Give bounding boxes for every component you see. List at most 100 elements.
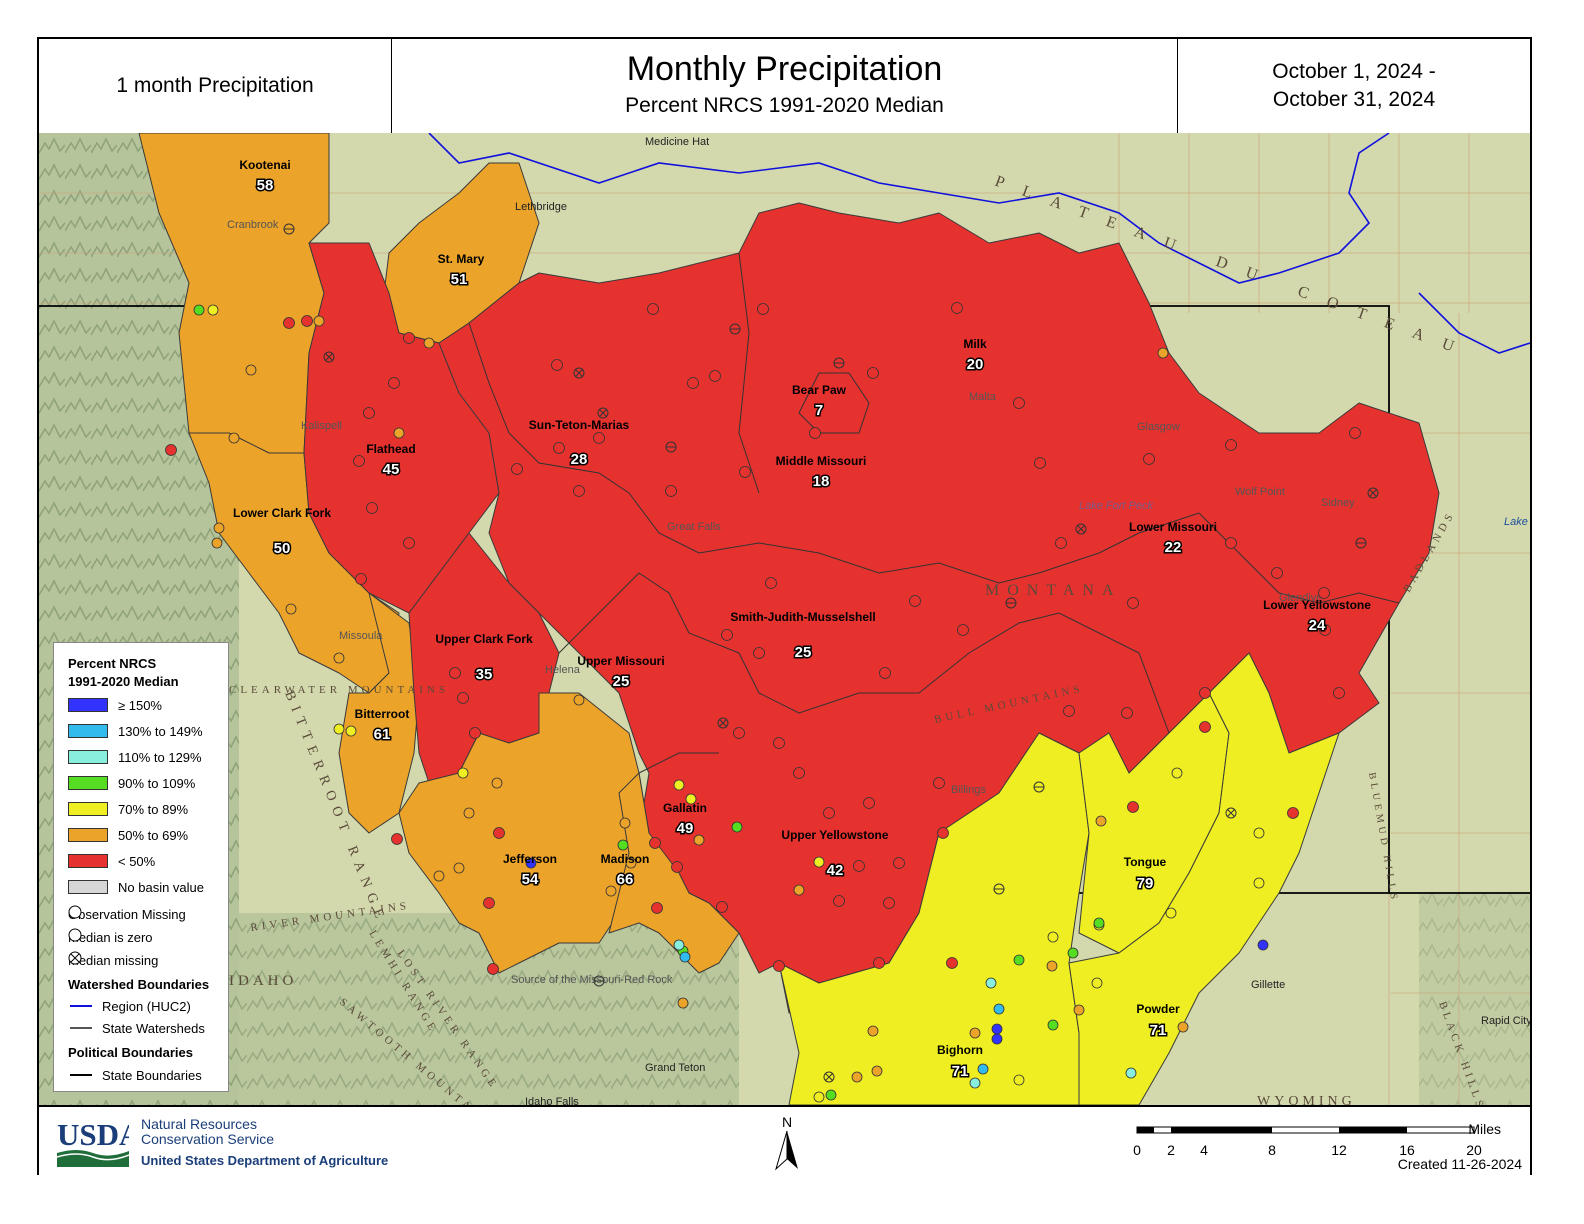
basin-value-label: 58 [257,177,274,194]
station-dot [393,427,405,439]
basin-value-label: 71 [952,1063,969,1080]
station-dot [333,652,345,664]
station-dot [851,1071,863,1083]
station-dot [573,694,585,706]
basin-value-label: 45 [383,461,400,478]
station-dot [1333,687,1345,699]
place-label: Sidney [1321,497,1355,509]
station-dot [487,963,499,975]
station-dot [773,737,785,749]
station-dot [1013,1074,1025,1086]
observation-missing-marker [283,223,295,235]
state-watershed-lines [468,252,1400,774]
station-dot [969,1027,981,1039]
legend-item-90-109: 90% to 109% [68,774,195,792]
mountain-terrain-southeast [1419,893,1530,1105]
basin-poly-madison [608,772,740,974]
station-dot [879,667,891,679]
station-dot [457,767,469,779]
station-dot [1177,1021,1189,1033]
scale-tick: 12 [1331,1142,1347,1158]
station-dot [649,837,661,849]
region-huc2-line [428,133,1530,354]
place-label: Source of the Missouri-Red Rock [511,974,673,986]
station-dot [525,857,537,869]
station-dot [1046,960,1058,972]
station-dot [403,537,415,549]
region-label: WYOMING [1257,1094,1356,1105]
station-dot [283,317,295,329]
station-dot [813,856,825,868]
station-dot [937,827,949,839]
station-dot [391,833,403,845]
station-dot [1318,587,1330,599]
place-label: Billings [951,784,986,796]
legend-label: 130% to 149% [118,723,203,739]
station-dot [1271,567,1283,579]
basin-name-label: Bitterroot [355,707,410,721]
station-dot [985,977,997,989]
department-name: United States Department of Agriculture [141,1153,389,1168]
station-dot [993,1003,1005,1015]
map-subtitle: Percent NRCS 1991-2020 Median [625,94,944,117]
station-dot [977,1063,989,1075]
station-dot [193,304,205,316]
basin-name-label: Tongue [1124,855,1167,869]
basin-name-label: Upper Yellowstone [781,828,888,842]
basin-value-label: 7 [815,402,823,419]
station-dot [867,367,879,379]
station-dot [765,577,777,589]
basin-name-label: Upper Clark Fork [435,632,533,646]
station-dot [773,960,785,972]
station-dot [1257,939,1269,951]
station-dot [511,463,523,475]
legend-political-heading: Political Boundaries [68,1045,193,1060]
station-dot [991,1033,1003,1045]
station-dot [647,303,659,315]
basin-name-label: Lower Missouri [1129,520,1217,534]
observation-missing-marker [1005,597,1017,609]
legend-label: 50% to 69% [118,827,189,843]
legend-label: Observation Missing [68,906,186,922]
precip-period-label: 1 month Precipitation [116,74,314,97]
basin-poly-powder [1068,652,1340,1105]
usda-logo: USDA [57,1117,129,1167]
basin-value-label: 50 [274,540,291,557]
station-dot [1063,705,1075,717]
station-dot [721,629,733,641]
place-label: Lake Sak [1504,516,1530,528]
basin-name-label: Lower Yellowstone [1263,598,1371,612]
station-dot [449,667,461,679]
observation-missing-marker [993,883,1005,895]
basin-name-label: Sun-Teton-Marias [529,418,630,432]
station-dot [423,337,435,349]
legend-item-lt50: < 50% [68,852,155,870]
station-dot [165,444,177,456]
station-dot [551,359,563,371]
station-dot [733,727,745,739]
basin-value-label: 42 [827,862,844,879]
basin-value-label: 35 [476,666,493,683]
station-dot [833,895,845,907]
scale-unit: Miles [1468,1121,1501,1137]
station-dot [1093,917,1105,929]
observation-missing-marker [729,323,741,335]
station-dot [731,821,743,833]
observation-missing-marker [593,975,605,987]
station-dot [1225,537,1237,549]
scale-tick: 16 [1399,1142,1415,1158]
station-dot [853,860,865,872]
station-dot [1125,1067,1137,1079]
basin-name-label: Powder [1136,1002,1180,1016]
station-dot [593,432,605,444]
station-dot [739,466,751,478]
scale-tick: 4 [1200,1142,1208,1158]
median-missing-marker [717,717,729,729]
station-dot [617,839,629,851]
legend-swatch [68,828,108,842]
scale-tick: 0 [1133,1142,1141,1158]
header-date-cell: October 1, 2024 - October 31, 2024 [1178,39,1530,133]
region-label: MONTANA [985,582,1122,599]
median-missing-marker [1225,807,1237,819]
legend-label: Median missing [68,952,159,968]
